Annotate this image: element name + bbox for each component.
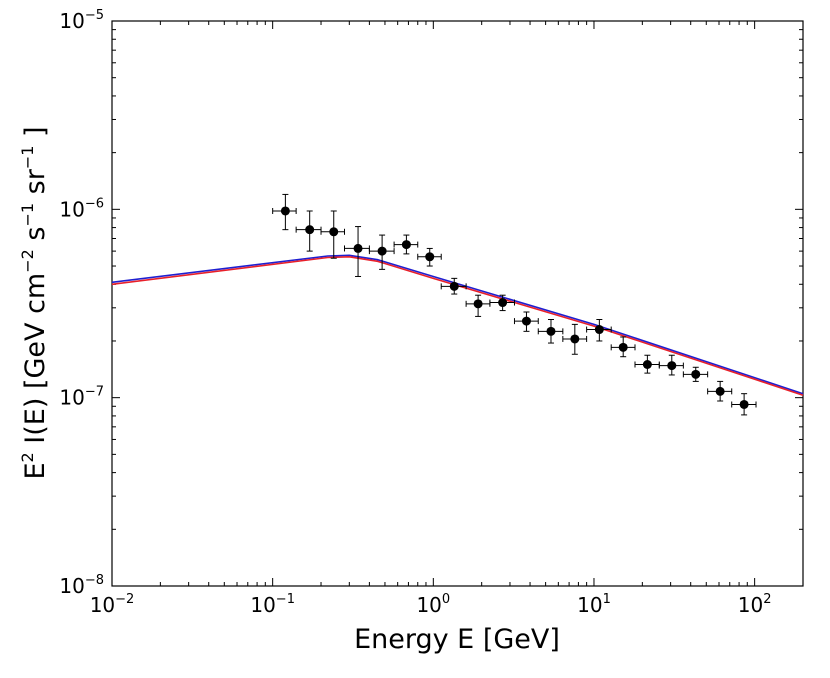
data-marker [449,281,459,291]
data-marker [305,225,315,235]
data-marker [618,342,628,352]
y-tick-label: 10−5 [59,8,104,33]
y-tick-label: 10−6 [59,196,104,221]
data-point [440,277,467,295]
data-point [465,294,491,317]
data-points [272,193,757,416]
plot-frame [111,20,804,587]
data-marker [570,334,580,344]
y-tick-label: 10−8 [59,573,104,598]
data-point [320,210,345,259]
minor-ticks [112,21,803,586]
x-tick-label: 10−2 [90,592,135,617]
x-tick-label: 101 [577,592,611,617]
data-marker [521,316,531,326]
data-point [634,354,660,374]
major-ticks [111,20,803,587]
x-tick-label: 100 [416,592,450,617]
model-lines [111,254,804,396]
y-axis-label: E2 I(E) [GeV cm−2 s−1 sr−1 ] [18,126,51,479]
x-tick-label: 10−1 [250,592,295,617]
data-marker [739,399,749,409]
data-marker [473,299,483,309]
data-point [707,380,733,402]
data-point [513,311,539,332]
data-point [586,319,612,342]
model-blue-line [111,254,804,395]
data-marker [667,361,677,371]
data-marker [642,360,652,370]
x-tick-labels: 10−2 10−1 100 101 102 [90,592,772,617]
data-marker [401,240,411,250]
data-marker [498,298,508,308]
data-point [610,336,636,358]
data-point [295,210,322,252]
data-point [393,234,419,255]
data-marker [280,206,290,216]
data-point [562,323,588,355]
data-marker [425,252,435,262]
x-axis-label: Energy E [GeV] [354,624,560,655]
data-point [682,366,709,382]
data-marker [329,227,339,237]
data-point [368,234,395,270]
data-point [343,226,370,277]
data-marker [715,386,725,396]
data-marker [377,246,387,256]
data-marker [691,369,701,379]
model-red-line [111,255,804,396]
y-tick-labels: 10−8 10−7 10−6 10−5 [59,8,104,598]
data-marker [353,243,363,253]
data-point [417,247,442,267]
y-tick-label: 10−7 [59,385,104,410]
data-point [731,393,757,416]
data-marker [546,326,556,336]
data-point [658,354,684,376]
data-point [537,319,564,344]
data-point [489,294,515,312]
data-point [272,193,297,231]
x-tick-label: 102 [738,592,772,617]
data-marker [594,325,604,335]
